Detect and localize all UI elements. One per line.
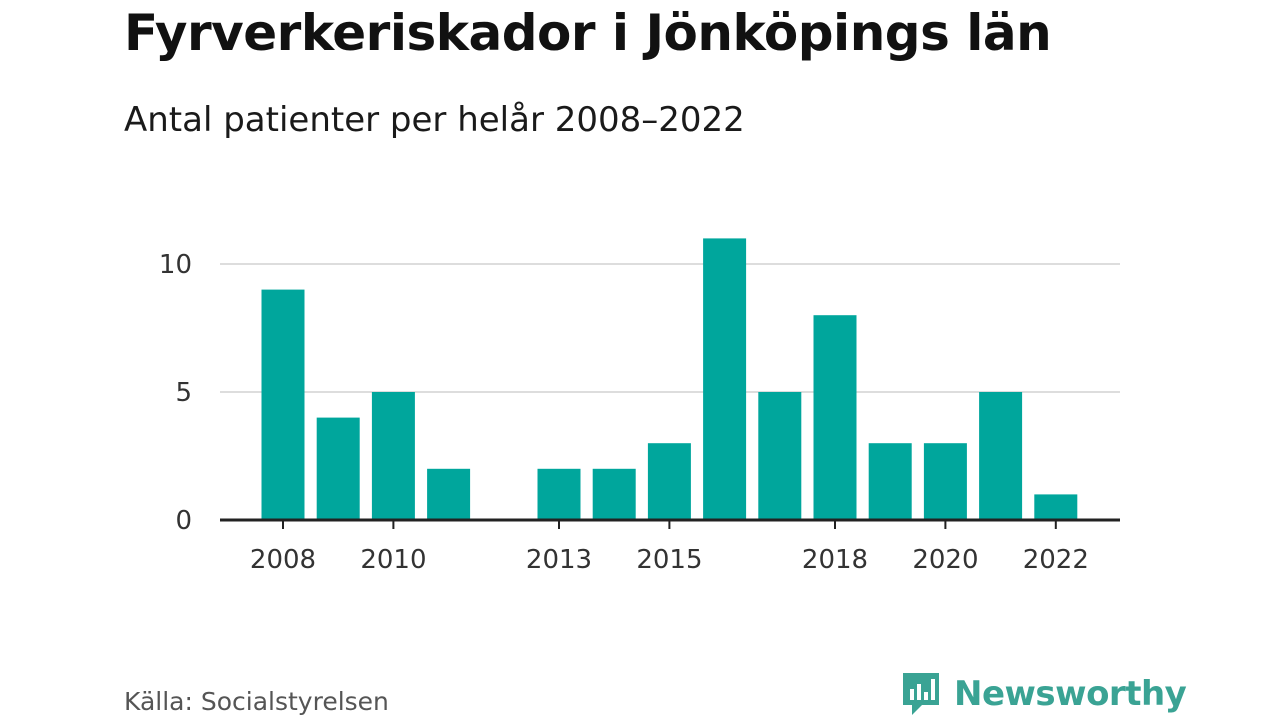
x-tick-label: 2008 (250, 545, 316, 575)
x-tick-label: 2010 (360, 545, 426, 575)
y-tick-label: 5 (175, 378, 192, 408)
bar-2021 (979, 392, 1023, 520)
x-tick-label: 2022 (1023, 545, 1089, 575)
x-tick-label: 2018 (802, 545, 868, 575)
x-tick-label: 2020 (912, 545, 978, 575)
x-tick-label: 2013 (526, 545, 592, 575)
y-tick-label: 0 (175, 506, 192, 536)
bar-2022 (1034, 494, 1078, 520)
bar-2013 (537, 468, 581, 520)
bar-2011 (427, 468, 471, 520)
bar-2017 (758, 392, 802, 520)
bar-2020 (923, 443, 967, 520)
brand-logo: Newsworthy (900, 670, 1187, 718)
brand-name: Newsworthy (954, 674, 1187, 714)
bar-2019 (868, 443, 912, 520)
y-tick-label: 10 (159, 250, 192, 280)
bar-2010 (371, 392, 415, 520)
x-tick-label: 2015 (636, 545, 702, 575)
bar-2018 (813, 315, 857, 520)
newsworthy-logo-icon (903, 673, 939, 715)
bar-2009 (316, 417, 360, 520)
chart-title: Fyrverkeriskador i Jönköpings län (124, 4, 1052, 62)
bar-2015 (647, 443, 691, 520)
axes: 0 5 10 2008 2010 2013 2015 2018 2020 2022 (159, 250, 1120, 575)
source-note: Källa: Socialstyrelsen (124, 687, 389, 716)
bars (261, 238, 1078, 520)
gridlines (220, 263, 1120, 393)
bar-2014 (592, 468, 636, 520)
chart-subtitle: Antal patienter per helår 2008–2022 (124, 100, 745, 140)
bar-2016 (703, 238, 747, 520)
bar-2008 (261, 289, 305, 520)
